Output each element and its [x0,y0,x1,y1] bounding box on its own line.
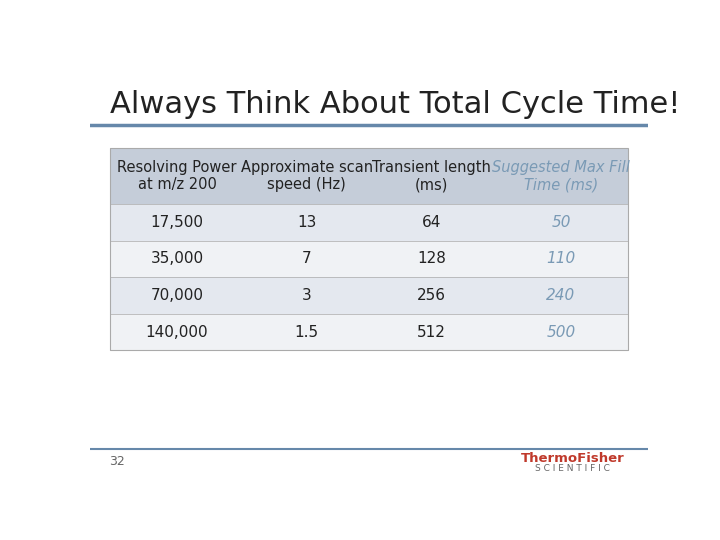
Text: 70,000: 70,000 [150,288,204,303]
Text: S C I E N T I F I C: S C I E N T I F I C [535,464,610,474]
Text: Approximate scan
speed (Hz): Approximate scan speed (Hz) [240,160,373,192]
Text: 500: 500 [546,325,575,340]
Text: 110: 110 [546,252,575,266]
Text: 256: 256 [417,288,446,303]
Text: 13: 13 [297,215,316,230]
Bar [109,277,629,314]
Text: 3: 3 [302,288,312,303]
Text: Transient length
(ms): Transient length (ms) [372,160,491,192]
Text: 35,000: 35,000 [150,252,204,266]
Text: 140,000: 140,000 [145,325,208,340]
Text: 7: 7 [302,252,312,266]
Text: 128: 128 [417,252,446,266]
Text: Always Think About Total Cycle Time!: Always Think About Total Cycle Time! [109,90,680,119]
Text: 1.5: 1.5 [294,325,319,340]
Text: Suggested Max Fill
Time (ms): Suggested Max Fill Time (ms) [492,160,630,192]
Bar [109,148,629,204]
Bar [109,148,629,350]
Bar [109,204,629,241]
Text: 32: 32 [109,455,125,468]
Bar [109,241,629,277]
Text: Resolving Power
at m/z 200: Resolving Power at m/z 200 [117,160,237,192]
Text: ThermoFisher: ThermoFisher [521,453,624,465]
Text: 17,500: 17,500 [150,215,204,230]
Text: 512: 512 [417,325,446,340]
Text: 50: 50 [552,215,571,230]
Text: 64: 64 [422,215,441,230]
Bar [109,314,629,350]
Text: 240: 240 [546,288,575,303]
